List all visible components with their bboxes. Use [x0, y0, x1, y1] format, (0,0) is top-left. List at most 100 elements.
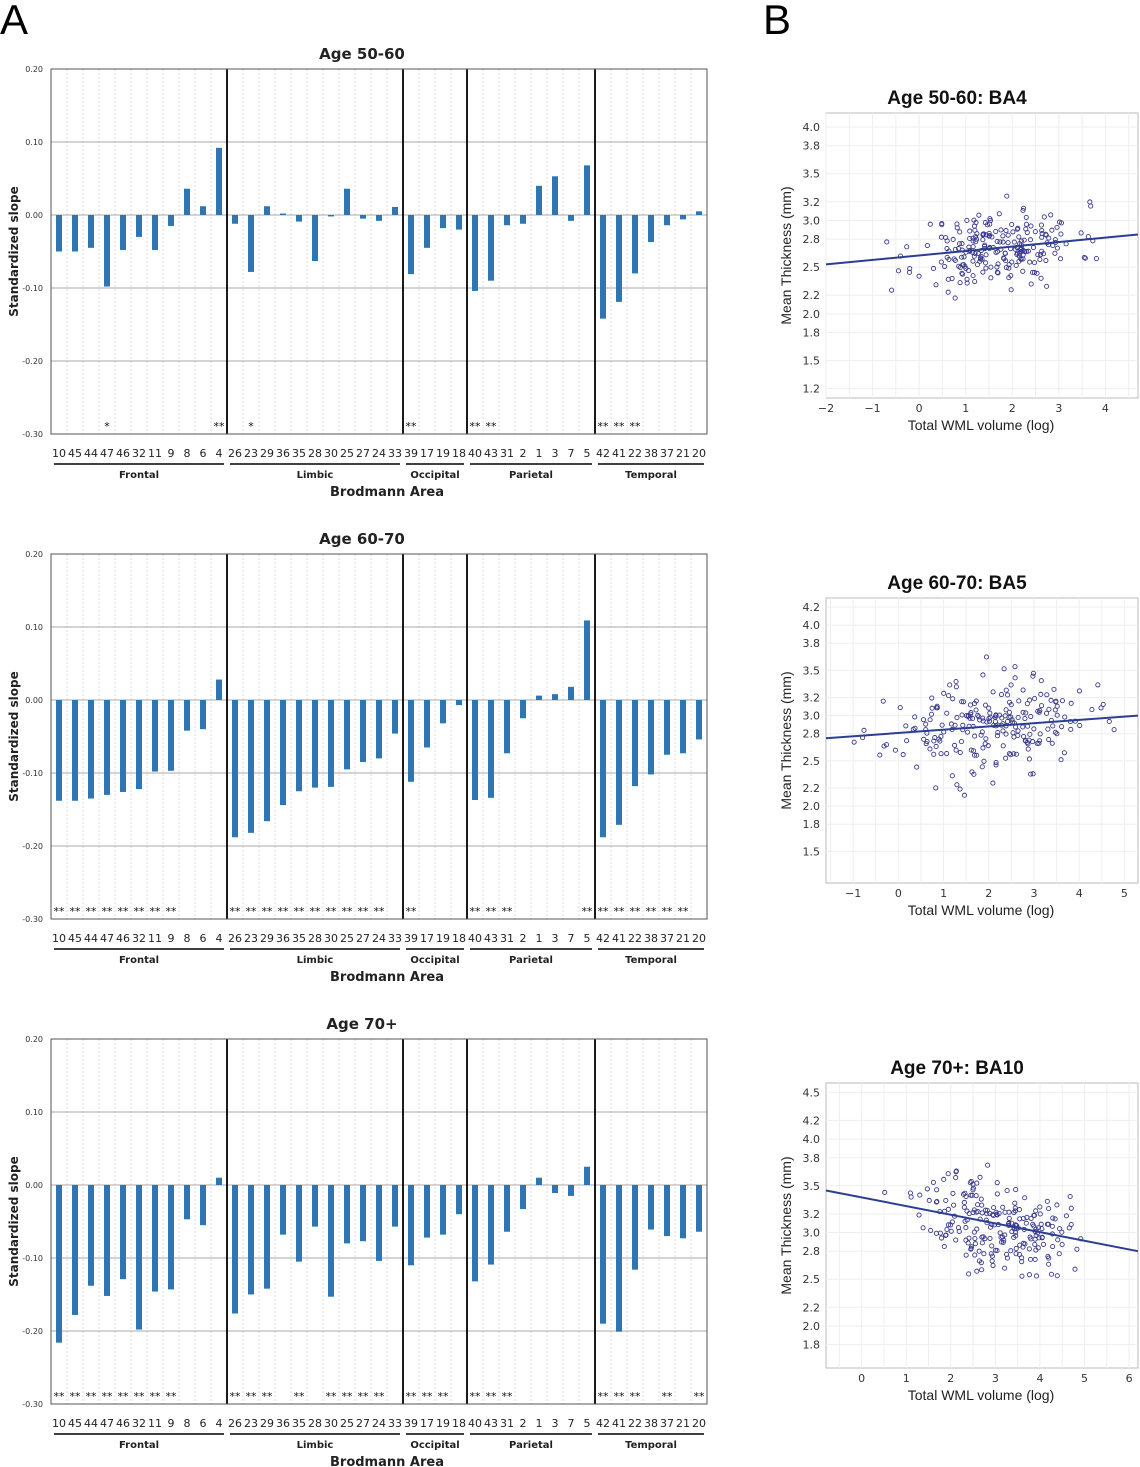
- scatter-point: [970, 273, 976, 279]
- plot-frame: [50, 553, 708, 920]
- scatter-point: [980, 745, 986, 751]
- scatter-point: [1014, 250, 1020, 256]
- bar-30: [328, 700, 334, 787]
- category-label-23: 23: [244, 1417, 258, 1430]
- scatter-point: [1030, 1221, 1036, 1227]
- significance-marker: **: [358, 905, 370, 918]
- y-tick-label: 3.0: [803, 710, 821, 723]
- scatter-point: [1011, 751, 1017, 757]
- y-tick-label: -0.20: [22, 1327, 43, 1336]
- scatter-point: [945, 289, 951, 295]
- scatter-point: [1003, 687, 1009, 693]
- category-label-35: 35: [292, 1417, 306, 1430]
- scatter-point: [1009, 259, 1015, 265]
- scatter-point: [1052, 729, 1058, 735]
- bar-22: [632, 215, 638, 274]
- scatter-point: [957, 280, 963, 286]
- scatter-point: [997, 1230, 1003, 1236]
- x-tick-label: 3: [1031, 887, 1038, 900]
- bar-30: [328, 215, 334, 217]
- bar-27: [360, 215, 366, 219]
- y-tick-label: 4.0: [803, 121, 821, 134]
- scatter-point: [1006, 275, 1012, 281]
- scatter-point: [945, 1171, 951, 1177]
- scatter-point: [929, 695, 935, 701]
- category-label-27: 27: [356, 447, 370, 460]
- scatter-point: [931, 738, 937, 744]
- scatter-point: [963, 1252, 969, 1258]
- scatter-point: [1027, 237, 1034, 243]
- bar-2: [520, 700, 526, 719]
- significance-marker: **: [662, 1390, 674, 1403]
- scatter-point: [1011, 1209, 1017, 1216]
- scatter-point: [1058, 256, 1064, 262]
- scatter-point: [949, 773, 955, 779]
- scatter-point: [951, 1202, 957, 1208]
- scatter-chart-2: Age 60-70: BA5 1.5 1.8 2.0 2.2 2.5 2.8 3.0 3.2 3.…: [778, 573, 1139, 918]
- scatter-point: [979, 729, 985, 735]
- scatter-point: [1020, 687, 1026, 693]
- bar-45: [72, 1185, 78, 1315]
- scatter-point: [989, 1253, 995, 1259]
- bar-35: [296, 700, 302, 792]
- scatter-point: [1038, 691, 1044, 697]
- category-label-4: 4: [216, 1417, 223, 1430]
- scatter-point: [920, 1225, 926, 1231]
- scatter-point: [1022, 716, 1028, 722]
- scatter-point: [994, 733, 1001, 739]
- significance-marker: **: [102, 905, 114, 918]
- scatter-point: [1003, 258, 1009, 264]
- scatter-point: [1002, 1232, 1008, 1238]
- category-label-17: 17: [420, 447, 434, 460]
- scatter-point: [997, 239, 1003, 245]
- significance-marker: **: [470, 1390, 482, 1403]
- scatter-point: [938, 259, 944, 265]
- scatter-point: [1016, 258, 1022, 264]
- scatter-point: [994, 1248, 1000, 1254]
- scatter-point: [991, 1205, 997, 1211]
- scatter-point: [938, 751, 944, 757]
- scatter-point: [1057, 219, 1063, 225]
- scatter-point: [1013, 1246, 1019, 1252]
- significance-marker: **: [374, 1390, 386, 1403]
- category-label-7: 7: [568, 1417, 575, 1430]
- bar-45: [72, 700, 78, 801]
- bar-30: [328, 1185, 334, 1297]
- scatter-point: [966, 1235, 972, 1241]
- scatter-point: [1068, 1205, 1074, 1211]
- scatter-point: [962, 1190, 968, 1196]
- scatter-point: [971, 1229, 977, 1235]
- scatter-point: [993, 249, 999, 255]
- category-label-43: 43: [484, 447, 498, 460]
- bar-18: [456, 215, 462, 230]
- bar-24: [376, 700, 382, 759]
- category-label-47: 47: [100, 447, 114, 460]
- significance-marker: **: [150, 1390, 162, 1403]
- scatter-point: [986, 233, 992, 239]
- significance-marker: **: [678, 905, 690, 918]
- scatter-point: [1040, 1241, 1047, 1247]
- bar-18: [456, 700, 462, 706]
- scatter-point: [973, 707, 979, 713]
- category-label-38: 38: [644, 932, 658, 945]
- significance-marker: *: [248, 420, 254, 433]
- bar-5: [584, 1166, 590, 1185]
- scatter-point: [1054, 1202, 1060, 1208]
- scatter-point: [932, 735, 938, 741]
- scatter-point: [1009, 221, 1015, 228]
- scatter-point: [939, 1235, 945, 1241]
- scatter-point: [1014, 226, 1020, 232]
- scatter-point: [1038, 703, 1045, 709]
- scatter-point: [990, 780, 996, 786]
- scatter-point: [993, 1209, 999, 1215]
- significance-marker: **: [582, 905, 594, 918]
- scatter-point: [986, 705, 992, 711]
- scatter-point: [904, 738, 910, 744]
- scatter-point: [960, 262, 966, 268]
- scatter-point: [1067, 1193, 1073, 1200]
- category-label-26: 26: [228, 447, 242, 460]
- significance-marker: **: [54, 905, 66, 918]
- category-label-44: 44: [84, 447, 98, 460]
- category-label-39: 39: [404, 447, 418, 460]
- significance-marker: **: [294, 1390, 306, 1403]
